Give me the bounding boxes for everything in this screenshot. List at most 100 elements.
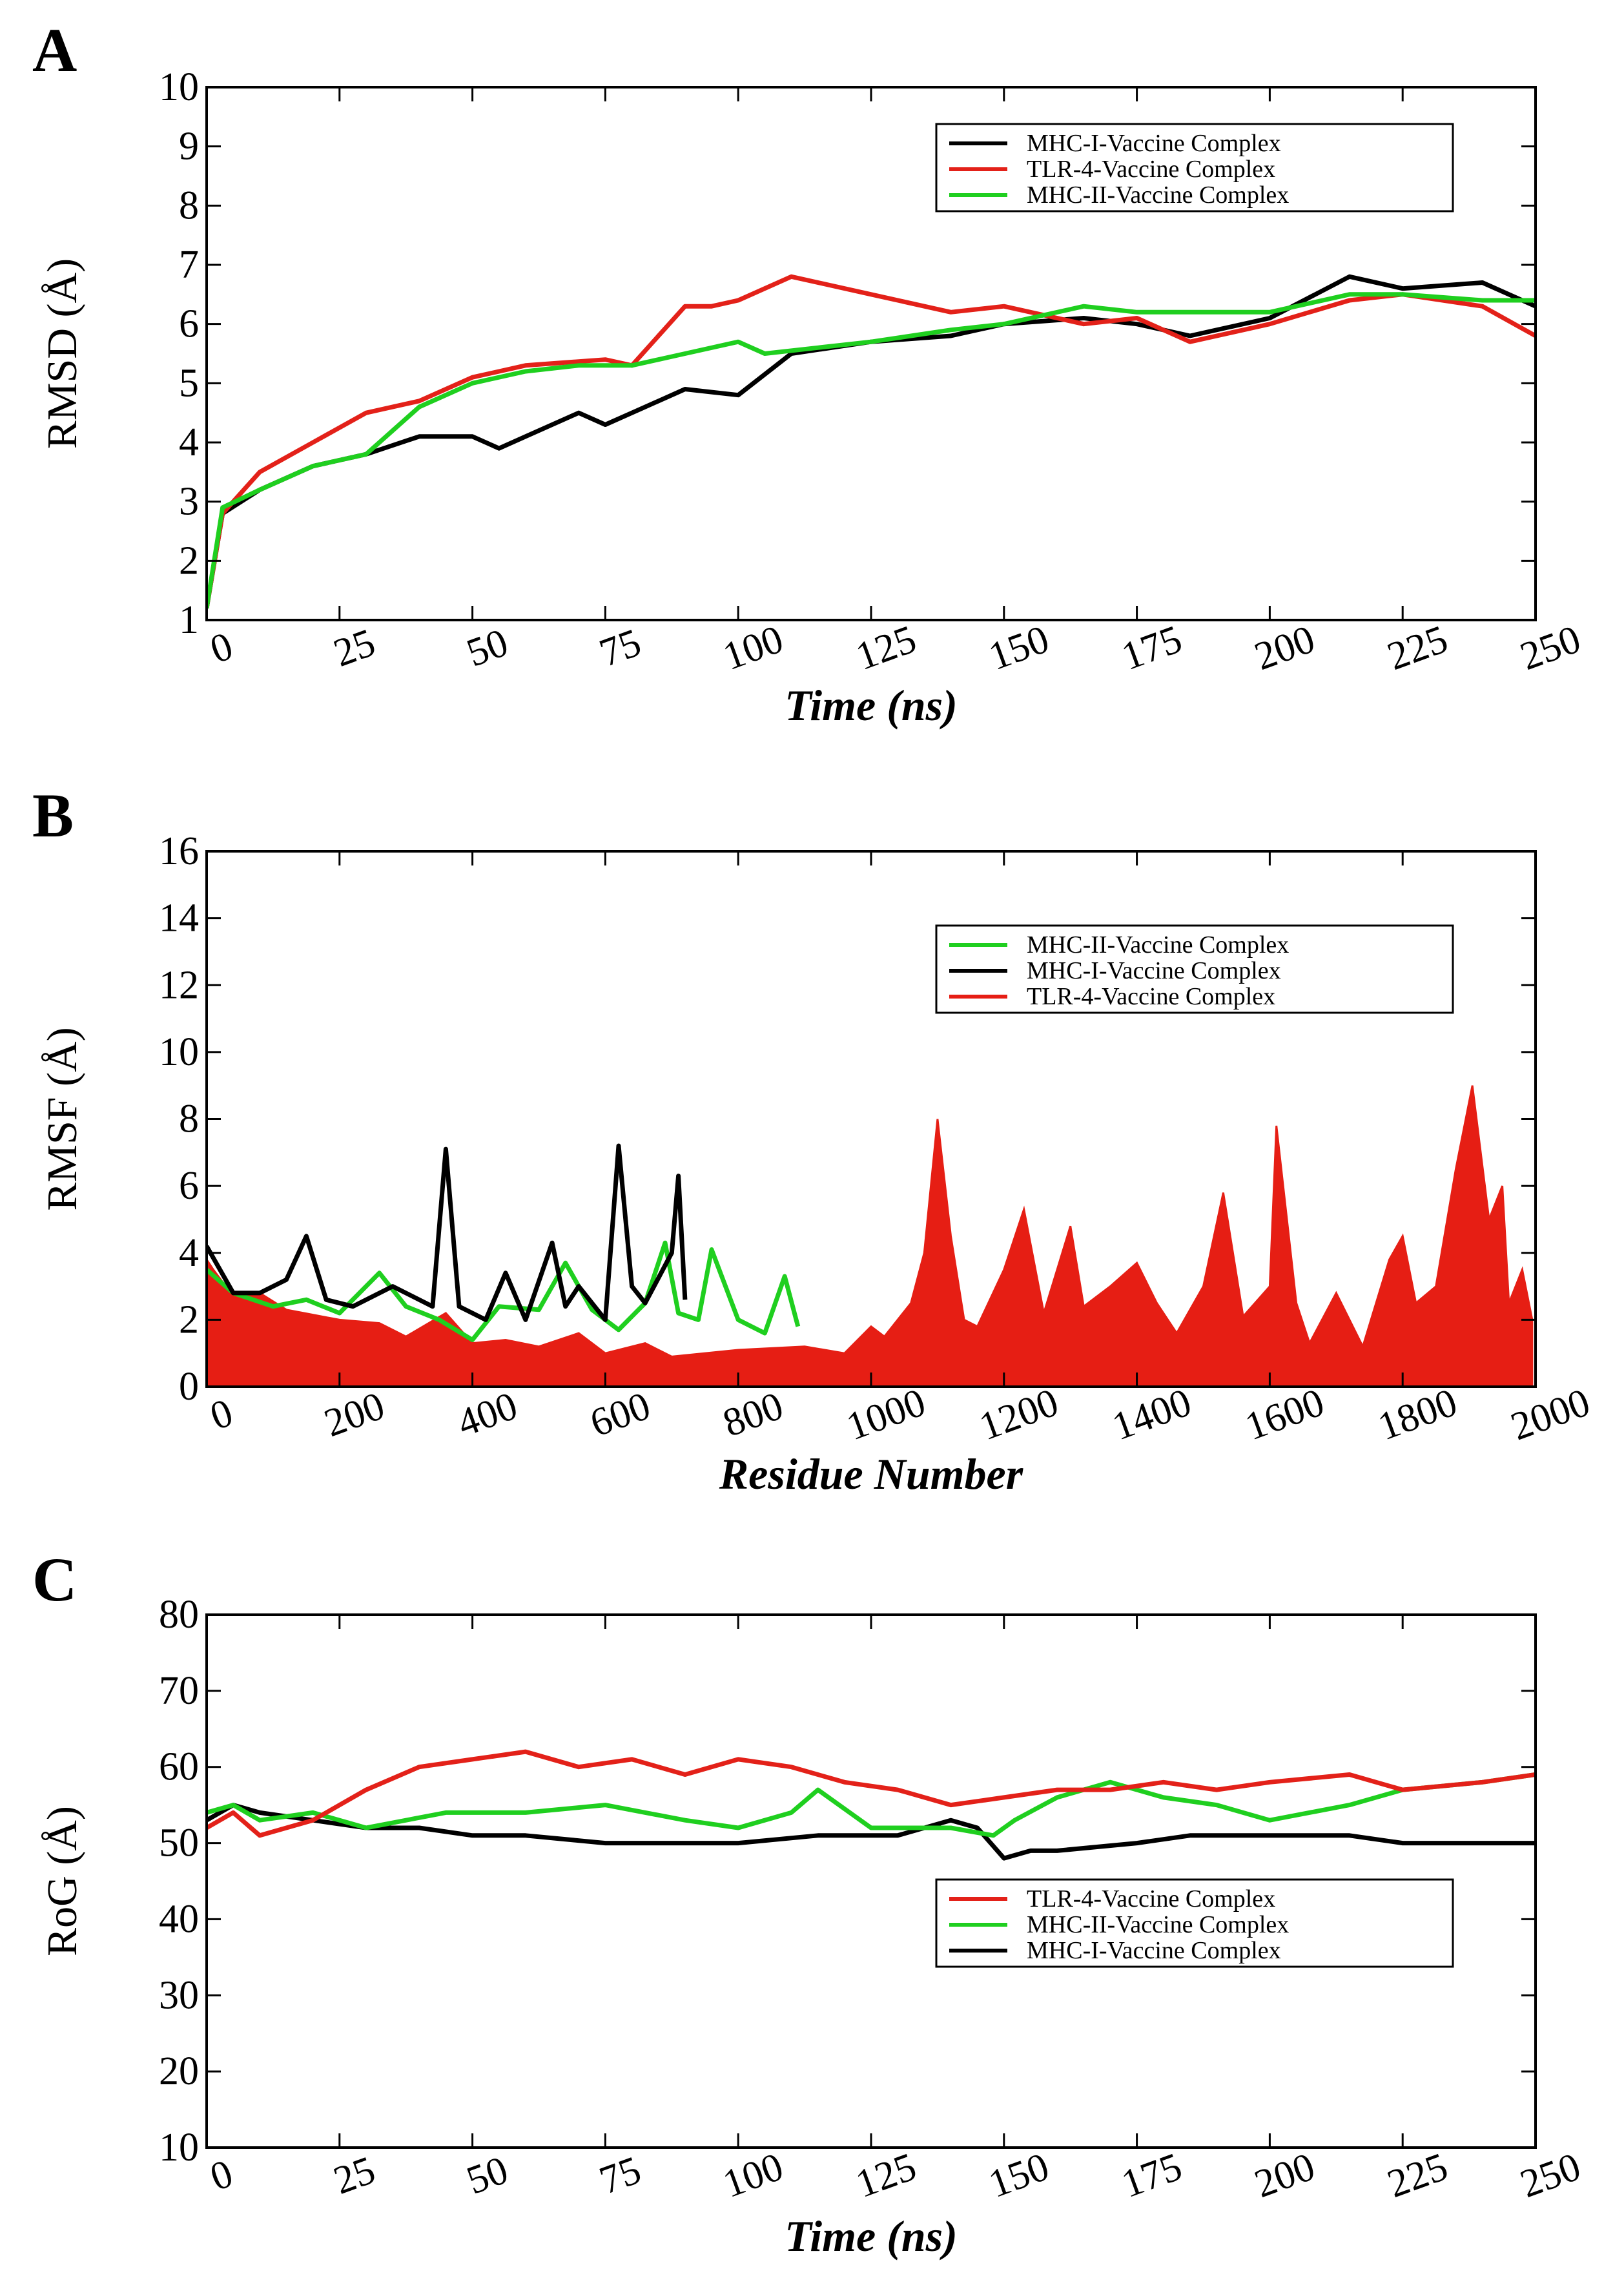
- xtick-label-c-10: 250: [1515, 2144, 1587, 2206]
- ytick-label-b-2: 4: [179, 1231, 199, 1275]
- ytick-label-b-1: 2: [179, 1298, 199, 1342]
- xtick-label-b-8: 1600: [1240, 1380, 1330, 1449]
- y-axis-title-a: RMSD (Å): [39, 258, 86, 449]
- legend-box-b: [935, 924, 1454, 1014]
- ytick-label-c-6: 70: [159, 1669, 199, 1713]
- legend-label-a-2: MHC-II-Vaccine Complex: [1027, 181, 1289, 209]
- series-c-mhc-i-vaccine-complex: [207, 1803, 1536, 1861]
- xtick-label-b-3: 600: [584, 1383, 656, 1445]
- ytick-label-a-5: 6: [179, 302, 199, 346]
- ytick-label-b-7: 14: [159, 896, 199, 940]
- xtick-label-b-1: 200: [319, 1383, 391, 1445]
- xtick-label-c-7: 175: [1116, 2144, 1187, 2206]
- plot-area-c: [207, 1749, 1536, 1861]
- xtick-label-a-4: 100: [717, 617, 789, 679]
- ytick-label-a-4: 5: [179, 361, 199, 405]
- ytick-label-a-6: 7: [179, 243, 199, 287]
- y-axis-title-b: RMSF (Å): [39, 1027, 86, 1210]
- ytick-label-b-5: 10: [159, 1030, 199, 1074]
- x-axis-title-a: Time (ns): [785, 681, 958, 730]
- ytick-label-c-7: 80: [159, 1593, 199, 1637]
- legend-label-c-2: MHC-I-Vaccine Complex: [1027, 1937, 1281, 1964]
- legend-box-c: [935, 1878, 1454, 1968]
- series-b-tlr-4-vaccine-complex: [207, 1085, 1534, 1387]
- ytick-label-c-1: 20: [159, 2049, 199, 2093]
- xtick-label-b-0: 0: [205, 1391, 238, 1439]
- legend-label-b-0: MHC-II-Vaccine Complex: [1027, 931, 1289, 958]
- panel-a-label: A: [32, 16, 77, 85]
- ytick-label-a-9: 10: [159, 65, 199, 109]
- xtick-label-c-0: 0: [205, 2151, 238, 2200]
- ytick-label-c-4: 50: [159, 1821, 199, 1865]
- panel-c: C 10 20 30 40 50 60 70 80 0 25 50 75 100 125 150 175 200 2…: [32, 1545, 1586, 2261]
- xtick-label-b-5: 1000: [841, 1380, 931, 1449]
- ytick-label-a-2: 3: [179, 480, 199, 524]
- ytick-label-c-3: 40: [159, 1897, 199, 1941]
- xtick-label-a-0: 0: [205, 624, 238, 672]
- y-axis-title-c: RoG (Å): [39, 1806, 86, 1956]
- panel-c-label: C: [32, 1545, 77, 1614]
- xtick-label-b-2: 400: [451, 1383, 523, 1445]
- series-c-mhc-ii-vaccine-complex: [207, 1772, 1536, 1838]
- legend-label-c-1: MHC-II-Vaccine Complex: [1027, 1911, 1289, 1938]
- xtick-label-b-10: 2000: [1505, 1380, 1596, 1449]
- x-axis-title-c: Time (ns): [785, 2212, 958, 2261]
- ytick-label-a-3: 4: [179, 420, 199, 464]
- legend-label-b-2: TLR-4-Vaccine Complex: [1027, 983, 1275, 1010]
- legend-label-c-0: TLR-4-Vaccine Complex: [1027, 1885, 1275, 1912]
- xtick-label-a-3: 75: [594, 621, 647, 676]
- ytick-label-a-8: 9: [179, 125, 199, 169]
- ytick-label-c-0: 10: [159, 2126, 199, 2170]
- panel-b-label: B: [32, 781, 74, 850]
- xtick-label-a-2: 50: [461, 621, 514, 676]
- xtick-label-a-1: 25: [328, 621, 381, 676]
- ytick-label-c-5: 60: [159, 1745, 199, 1789]
- legend-label-b-1: MHC-I-Vaccine Complex: [1027, 957, 1281, 984]
- plot-area-a: [207, 274, 1536, 609]
- xtick-label-a-10: 250: [1515, 617, 1587, 679]
- series-a-mhc-i-vaccine-complex: [207, 274, 1536, 609]
- xtick-label-c-3: 75: [594, 2148, 647, 2203]
- series-a-tlr-4-vaccine-complex: [207, 274, 1536, 609]
- xtick-label-c-4: 100: [717, 2144, 789, 2206]
- xtick-label-b-6: 1200: [974, 1380, 1064, 1449]
- legend-label-a-0: MHC-I-Vaccine Complex: [1027, 130, 1281, 157]
- xtick-label-c-9: 225: [1382, 2144, 1454, 2206]
- xtick-label-a-6: 150: [983, 617, 1055, 679]
- series-c-tlr-4-vaccine-complex: [207, 1749, 1536, 1838]
- xtick-label-b-7: 1400: [1107, 1380, 1197, 1449]
- plot-area-b: [207, 1085, 1534, 1387]
- xtick-label-a-5: 125: [850, 617, 922, 679]
- xtick-label-a-7: 175: [1116, 617, 1187, 679]
- legend-label-a-1: TLR-4-Vaccine Complex: [1027, 156, 1275, 183]
- xtick-label-c-5: 125: [850, 2144, 922, 2206]
- xtick-label-b-9: 1800: [1372, 1380, 1463, 1449]
- series-b-mhc-i-vaccine-complex: [207, 1143, 688, 1322]
- ytick-label-b-6: 12: [159, 963, 199, 1007]
- xtick-label-c-6: 150: [983, 2144, 1055, 2206]
- ytick-label-a-1: 2: [179, 539, 199, 583]
- xtick-label-a-8: 200: [1249, 617, 1321, 679]
- series-b-mhc-ii-vaccine-complex: [207, 1240, 801, 1342]
- x-axis-title-b: Residue Number: [719, 1449, 1023, 1498]
- series-a-mhc-ii-vaccine-complex: [207, 292, 1536, 609]
- legend-box-a: [935, 123, 1454, 212]
- panel-b: B 0 2 4 6 8 10 12 14 16 0 200 400 600 800 1000 1200 1400 1…: [32, 781, 1596, 1498]
- xtick-label-a-9: 225: [1382, 617, 1454, 679]
- ytick-label-a-0: 1: [179, 598, 199, 642]
- ytick-label-b-8: 16: [159, 829, 199, 873]
- ytick-label-b-0: 0: [179, 1365, 199, 1409]
- ytick-label-c-2: 30: [159, 1973, 199, 2017]
- ytick-label-b-3: 6: [179, 1164, 199, 1208]
- ytick-label-a-7: 8: [179, 183, 199, 227]
- xtick-label-c-2: 50: [461, 2148, 514, 2203]
- ytick-label-b-4: 8: [179, 1097, 199, 1141]
- xtick-label-c-8: 200: [1249, 2144, 1321, 2206]
- xtick-label-b-4: 800: [717, 1383, 789, 1445]
- xtick-label-c-1: 25: [328, 2148, 381, 2203]
